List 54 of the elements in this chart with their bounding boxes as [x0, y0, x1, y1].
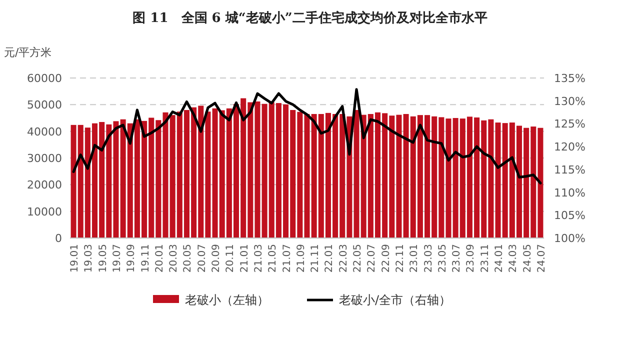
x-tick-label: 20.11 [225, 244, 236, 273]
y2-tick-label: 110% [554, 186, 586, 200]
x-tick-label: 21.05 [268, 244, 279, 273]
x-tick-label: 20.05 [182, 244, 194, 273]
y-tick-label: 50000 [27, 98, 62, 112]
x-tick-label: 19.09 [126, 244, 138, 273]
x-tick-label: 22.09 [380, 244, 392, 273]
x-tick-label: 22.11 [394, 244, 406, 273]
x-tick-label: 20.09 [211, 244, 222, 273]
x-tick-label: 20.03 [168, 244, 180, 273]
x-tick-label: 21.11 [310, 244, 322, 273]
x-tick-label: 22.03 [338, 244, 350, 273]
x-tick-label: 19.11 [140, 244, 152, 273]
x-tick-label: 22.05 [352, 244, 364, 273]
y2-tick-label: 125% [554, 118, 586, 131]
y-tick-label: 0 [55, 232, 62, 245]
x-tick-label: 23.11 [480, 244, 491, 273]
y-tick-label: 20000 [27, 178, 62, 192]
x-tick-label: 21.07 [282, 244, 293, 273]
x-tick-label: 21.03 [253, 244, 264, 273]
y-axis-title: 元/平方米 [4, 46, 52, 59]
y2-tick-label: 105% [554, 209, 586, 222]
chart-title: 图 11 全国 6 城“老破小”二手住宅成交均价及对比全市水平 [132, 10, 488, 26]
x-tick-label: 24.07 [536, 244, 548, 273]
y2-tick-label: 115% [554, 163, 586, 176]
x-tick-label: 19.07 [112, 244, 123, 273]
x-tick-label: 20.07 [196, 244, 208, 273]
x-tick-label: 23.01 [409, 244, 420, 273]
x-tick-label: 21.09 [296, 244, 307, 273]
x-tick-label: 19.03 [84, 244, 95, 273]
x-tick-label: 24.05 [522, 244, 534, 273]
y-tick-label: 40000 [27, 125, 62, 138]
x-tick-label: 24.03 [508, 244, 520, 273]
line-series [72, 88, 542, 184]
y2-tick-label: 130% [554, 94, 586, 108]
x-tick-label: 23.03 [423, 244, 434, 273]
y-tick-label: 60000 [27, 72, 62, 85]
x-tick-label: 24.01 [494, 244, 506, 273]
legend-label: 老破小/全市（右轴） [339, 293, 452, 307]
legend-label: 老破小（左轴） [185, 293, 269, 307]
y-tick-label: 30000 [27, 152, 62, 165]
y2-tick-label: 100% [554, 232, 586, 245]
x-tick-label: 19.05 [98, 244, 109, 273]
x-tick-label: 21.01 [239, 244, 250, 273]
x-tick-label: 23.09 [466, 244, 477, 273]
y2-tick-label: 135% [554, 72, 586, 85]
x-tick-label: 19.01 [70, 244, 81, 273]
x-tick-label: 23.07 [452, 244, 463, 273]
x-tick-label: 22.07 [366, 244, 378, 273]
y-tick-label: 10000 [27, 205, 62, 218]
x-tick-label: 22.01 [324, 244, 336, 273]
y2-tick-label: 120% [554, 140, 586, 154]
x-tick-label: 23.05 [437, 244, 448, 273]
x-tick-label: 20.01 [154, 244, 166, 273]
